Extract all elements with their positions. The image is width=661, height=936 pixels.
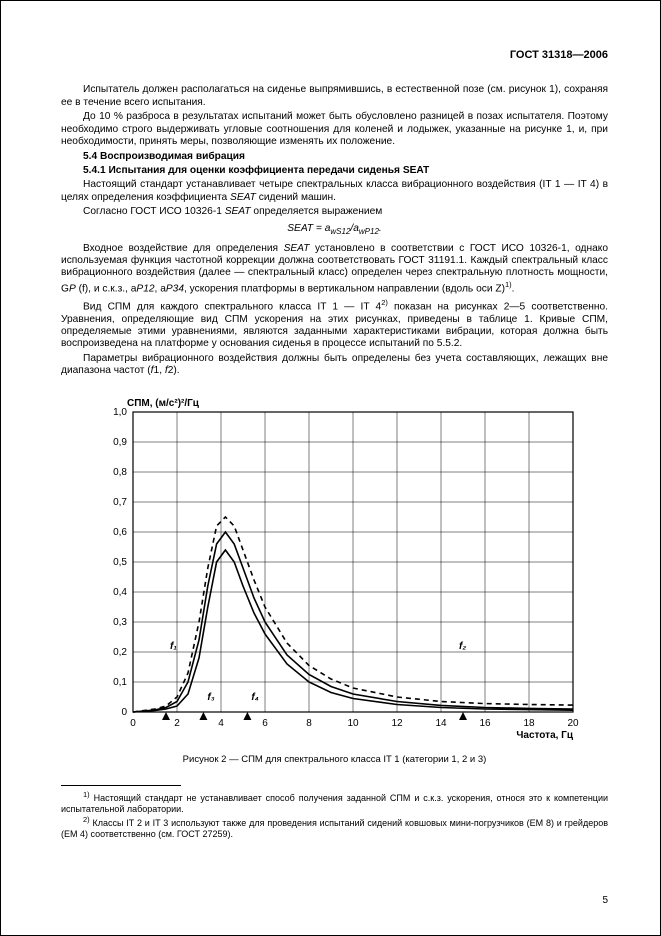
page: ГОСТ 31318—2006 Испытатель должен распол… [0,0,661,936]
text-italic: SEAT [284,243,310,254]
text-run: Вид СПМ для каждого спектрального класса… [83,301,381,312]
page-number: 5 [602,895,608,907]
footnote-2: 2) Классы IT 2 и IT 3 используют также д… [61,815,608,840]
svg-text:14: 14 [435,718,447,729]
svg-text:16: 16 [479,718,491,729]
paragraph: Входное воздействие для определения SEAT… [61,243,608,296]
formula-lhs: SEAT = a [287,223,330,234]
text-run: ). [173,365,179,376]
paragraph: Настоящий стандарт устанавливает четыре … [61,179,608,204]
footnote-text: Классы IT 2 и IT 3 используют также для … [61,818,608,839]
svg-text:f₁: f₁ [170,641,177,652]
svg-text:f₄: f₄ [251,692,258,703]
svg-text:6: 6 [262,718,268,729]
text-italic: SEAT [225,206,251,217]
svg-text:1,0: 1,0 [113,407,127,418]
formula-end: . [379,223,382,234]
doc-header: ГОСТ 31318—2006 [61,49,608,62]
formula: SEAT = awS12/awP12. [61,223,608,237]
text-run: определяется выражением [251,206,383,217]
text-run: (f), и с.к.з., a [76,283,137,294]
svg-text:10: 10 [347,718,359,729]
paragraph: Испытатель должен располагаться на сиден… [61,84,608,109]
svg-text:f₂: f₂ [459,641,466,652]
svg-text:0: 0 [121,707,127,718]
text-run: сидений машин. [256,192,336,203]
footnote-ref: 2) [381,298,388,307]
text-run: . [512,283,515,294]
svg-text:0,8: 0,8 [113,467,127,478]
svg-text:СПМ, (м/с²)²/Гц: СПМ, (м/с²)²/Гц [127,398,200,409]
svg-text:12: 12 [391,718,403,729]
psd-chart: 0 0,1 0,2 0,3 0,4 0,5 0,6 0,7 0,8 0,9 1,0 0 2 4 6 8 10 12… [89,392,581,742]
paragraph: Согласно ГОСТ ИСО 10326-1 SEAT определяе… [61,206,608,218]
text-run: , ускорения платформы в вертикальном нап… [184,283,505,294]
svg-text:0,7: 0,7 [113,497,127,508]
footnote-marker: 2) [83,815,90,824]
text-italic: SEAT [230,192,256,203]
footnote-ref: 1) [505,280,512,289]
paragraph: Вид СПМ для каждого спектрального класса… [61,298,608,351]
text-run: Согласно ГОСТ ИСО 10326-1 [83,206,225,217]
section-heading-5-4-1: 5.4.1 Испытания для оценки коэффициента … [61,165,608,177]
svg-text:4: 4 [218,718,224,729]
formula-sub: wS12 [330,227,350,236]
figure-caption: Рисунок 2 — СПМ для спектрального класса… [61,754,608,766]
svg-text:0,6: 0,6 [113,527,127,538]
section-text: 5.4.1 Испытания для оценки коэффициента … [83,165,429,176]
svg-text:0,2: 0,2 [113,647,127,658]
text-run: Параметры вибрационного воздействия долж… [61,353,608,376]
svg-text:0,9: 0,9 [113,437,127,448]
svg-text:0,1: 0,1 [113,677,127,688]
section-heading-5-4: 5.4 Воспроизводимая вибрация [61,151,608,163]
svg-text:0,4: 0,4 [113,587,127,598]
footnote-text: Настоящий стандарт не устанавливает спос… [61,793,608,814]
svg-text:18: 18 [523,718,535,729]
svg-text:0,5: 0,5 [113,557,127,568]
footnote-separator [61,785,181,786]
text-run: , a [155,283,166,294]
footnote-marker: 1) [83,790,90,799]
svg-text:20: 20 [567,718,579,729]
svg-text:f₃: f₃ [207,692,214,703]
paragraph: Параметры вибрационного воздействия долж… [61,353,608,378]
svg-text:0,3: 0,3 [113,617,127,628]
svg-text:0: 0 [130,718,136,729]
formula-sub: wP12 [359,227,379,236]
text-run: Входное воздействие для определения [83,243,284,254]
formula-mid: /a [350,223,359,234]
svg-text:Частота, Гц: Частота, Гц [516,730,573,741]
svg-text:8: 8 [306,718,312,729]
footnote-1: 1) Настоящий стандарт не устанавливает с… [61,790,608,815]
text-sub: P34 [166,283,184,294]
svg-text:2: 2 [174,718,180,729]
paragraph: До 10 % разброса в результатах испытаний… [61,111,608,148]
text-sub: P [69,283,76,294]
text-sub: P12 [136,283,154,294]
